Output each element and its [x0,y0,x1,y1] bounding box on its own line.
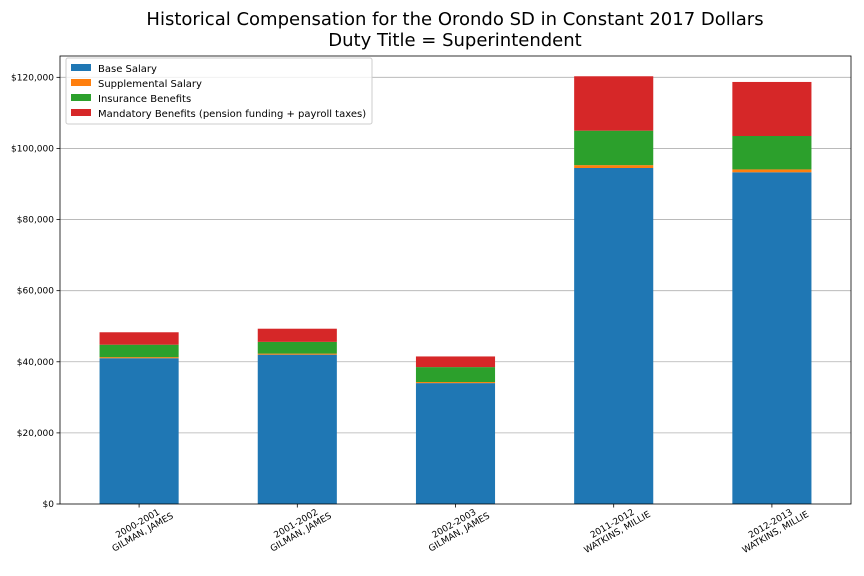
legend-label: Supplemental Salary [98,79,202,90]
legend-label: Insurance Benefits [98,94,191,105]
legend-label: Mandatory Benefits (pension funding + pa… [98,109,366,120]
legend-swatch [71,94,91,101]
y-tick-label: $60,000 [17,287,54,297]
y-tick-label: $40,000 [17,358,54,368]
legend-swatch [71,64,91,71]
y-axis: $0 $20,000 $40,000 $60,000 $80,000 $100,000 $1… [11,73,60,510]
bar-segment [415,382,496,384]
bar-segment [99,332,179,345]
legend: Base Salary Supplemental Salary Insurance … [65,57,373,125]
bar-segment [257,354,337,504]
chart-title: Historical Compensation for the Orondo S… [146,9,763,30]
bar-segment [732,169,812,173]
y-tick-label: $0 [43,500,55,510]
y-tick-label: $100,000 [11,144,54,154]
x-axis: 2000-2001GILMAN, JAMES 2001-2002GILMAN, J… [106,501,811,556]
y-tick-label: $20,000 [17,429,54,439]
bar-segment [99,357,179,359]
bar-segment [257,353,337,355]
legend-label: Base Salary [98,64,157,75]
bar-segment [257,328,337,342]
bar-segment [732,172,812,504]
bar-segment [99,358,179,504]
chart-subtitle: Duty Title = Superintendent [328,30,581,51]
bar-segment [732,136,812,170]
bar-segment [574,168,654,504]
legend-swatch [71,109,91,116]
x-tick-label: 2012-2013WATKINS, MILLIE [736,501,811,556]
bar-segment [732,81,812,136]
x-tick-label: 2011-2012WATKINS, MILLIE [578,501,653,556]
legend-box [65,57,373,125]
bar-segment [415,356,496,368]
bar-segment [415,367,496,383]
bar-segment [574,76,654,131]
bar-segment [257,341,337,354]
y-tick-label: $80,000 [17,216,54,226]
bars [99,76,812,504]
x-tick-label: 2001-2002GILMAN, JAMES [264,503,334,555]
x-tick-label: 2000-2001GILMAN, JAMES [106,503,176,555]
x-tick-label: 2002-2003GILMAN, JAMES [422,503,492,555]
legend-swatch [71,79,91,86]
bar-segment [574,165,654,168]
bar-segment [99,344,179,358]
bar-segment [574,130,654,166]
y-tick-label: $120,000 [11,73,54,83]
bar-segment [415,383,496,504]
